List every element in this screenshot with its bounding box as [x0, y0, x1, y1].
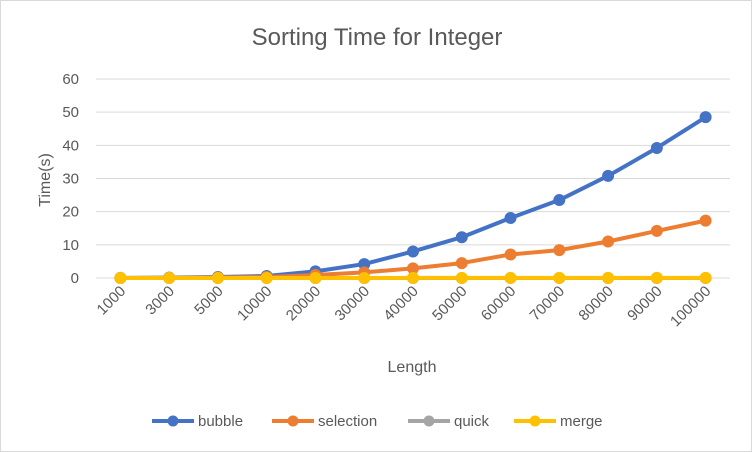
x-tick-label: 1000 [94, 283, 130, 319]
data-point-selection [455, 257, 468, 270]
legend-label: selection [318, 413, 377, 430]
legend-entry-quick: quick [408, 413, 490, 430]
y-tick-label: 30 [62, 171, 79, 188]
data-point-bubble [407, 245, 419, 258]
y-axis-label: Time(s) [37, 153, 54, 207]
legend-swatch-marker [287, 415, 299, 427]
data-point-merge [211, 272, 224, 284]
data-point-selection [699, 214, 712, 227]
legend-label: quick [454, 413, 490, 430]
x-axis-label: Length [388, 359, 437, 376]
legend: bubble selection quick merge [152, 413, 603, 430]
series-merge [114, 271, 712, 284]
y-tick-label: 0 [71, 270, 79, 287]
data-point-merge [260, 271, 273, 284]
x-tick-label: 20000 [283, 283, 325, 325]
y-tick-label: 60 [62, 71, 79, 88]
chart-title: Sorting Time for Integer [252, 24, 503, 51]
x-tick-label: 3000 [142, 283, 178, 319]
data-point-merge [602, 271, 615, 284]
y-tick-label: 50 [62, 104, 79, 121]
data-point-merge [455, 271, 468, 284]
data-point-merge [407, 271, 419, 284]
data-point-bubble [699, 111, 712, 124]
series-layer [114, 111, 712, 284]
data-point-selection [650, 224, 663, 237]
x-tick-label: 5000 [191, 283, 227, 319]
series-bubble [114, 111, 712, 284]
data-point-selection [553, 244, 566, 257]
data-point-merge [650, 271, 663, 284]
x-tick-label: 80000 [575, 283, 617, 325]
x-tick-label: 40000 [380, 283, 422, 325]
legend-label: merge [560, 413, 603, 430]
x-tick-label: 70000 [527, 283, 569, 325]
data-point-merge [163, 272, 176, 284]
x-tick-label: 50000 [429, 283, 471, 325]
y-tick-label: 40 [62, 137, 79, 154]
data-point-merge [553, 271, 566, 284]
data-point-selection [602, 235, 615, 248]
x-tick-label: 100000 [667, 283, 714, 330]
data-point-merge [309, 271, 322, 284]
y-axis-ticks: 0 10 20 30 40 50 60 [62, 71, 79, 287]
y-tick-label: 10 [62, 237, 79, 254]
legend-swatch-marker [423, 415, 435, 427]
legend-entry-selection: selection [272, 413, 377, 430]
data-point-bubble [455, 231, 468, 244]
data-point-bubble [650, 141, 663, 154]
legend-label: bubble [198, 413, 243, 430]
data-point-selection [504, 248, 517, 261]
data-point-merge [114, 272, 127, 284]
legend-swatch-marker [167, 415, 179, 427]
legend-entry-merge: merge [514, 413, 603, 430]
legend-entry-bubble: bubble [152, 413, 243, 430]
data-point-bubble [553, 194, 566, 207]
data-point-bubble [504, 211, 517, 224]
legend-swatch-marker [529, 415, 541, 427]
data-point-merge [504, 271, 517, 284]
x-tick-label: 30000 [332, 283, 374, 325]
x-tick-label: 60000 [478, 283, 520, 325]
x-tick-label: 90000 [624, 283, 666, 325]
x-axis-ticks: 1000 3000 5000 10000 20000 30000 40000 50000 600… [94, 283, 715, 330]
data-point-bubble [602, 169, 615, 182]
data-point-merge [358, 271, 371, 284]
y-tick-label: 20 [62, 204, 79, 221]
data-point-merge [699, 271, 712, 284]
x-tick-label: 10000 [234, 283, 276, 325]
